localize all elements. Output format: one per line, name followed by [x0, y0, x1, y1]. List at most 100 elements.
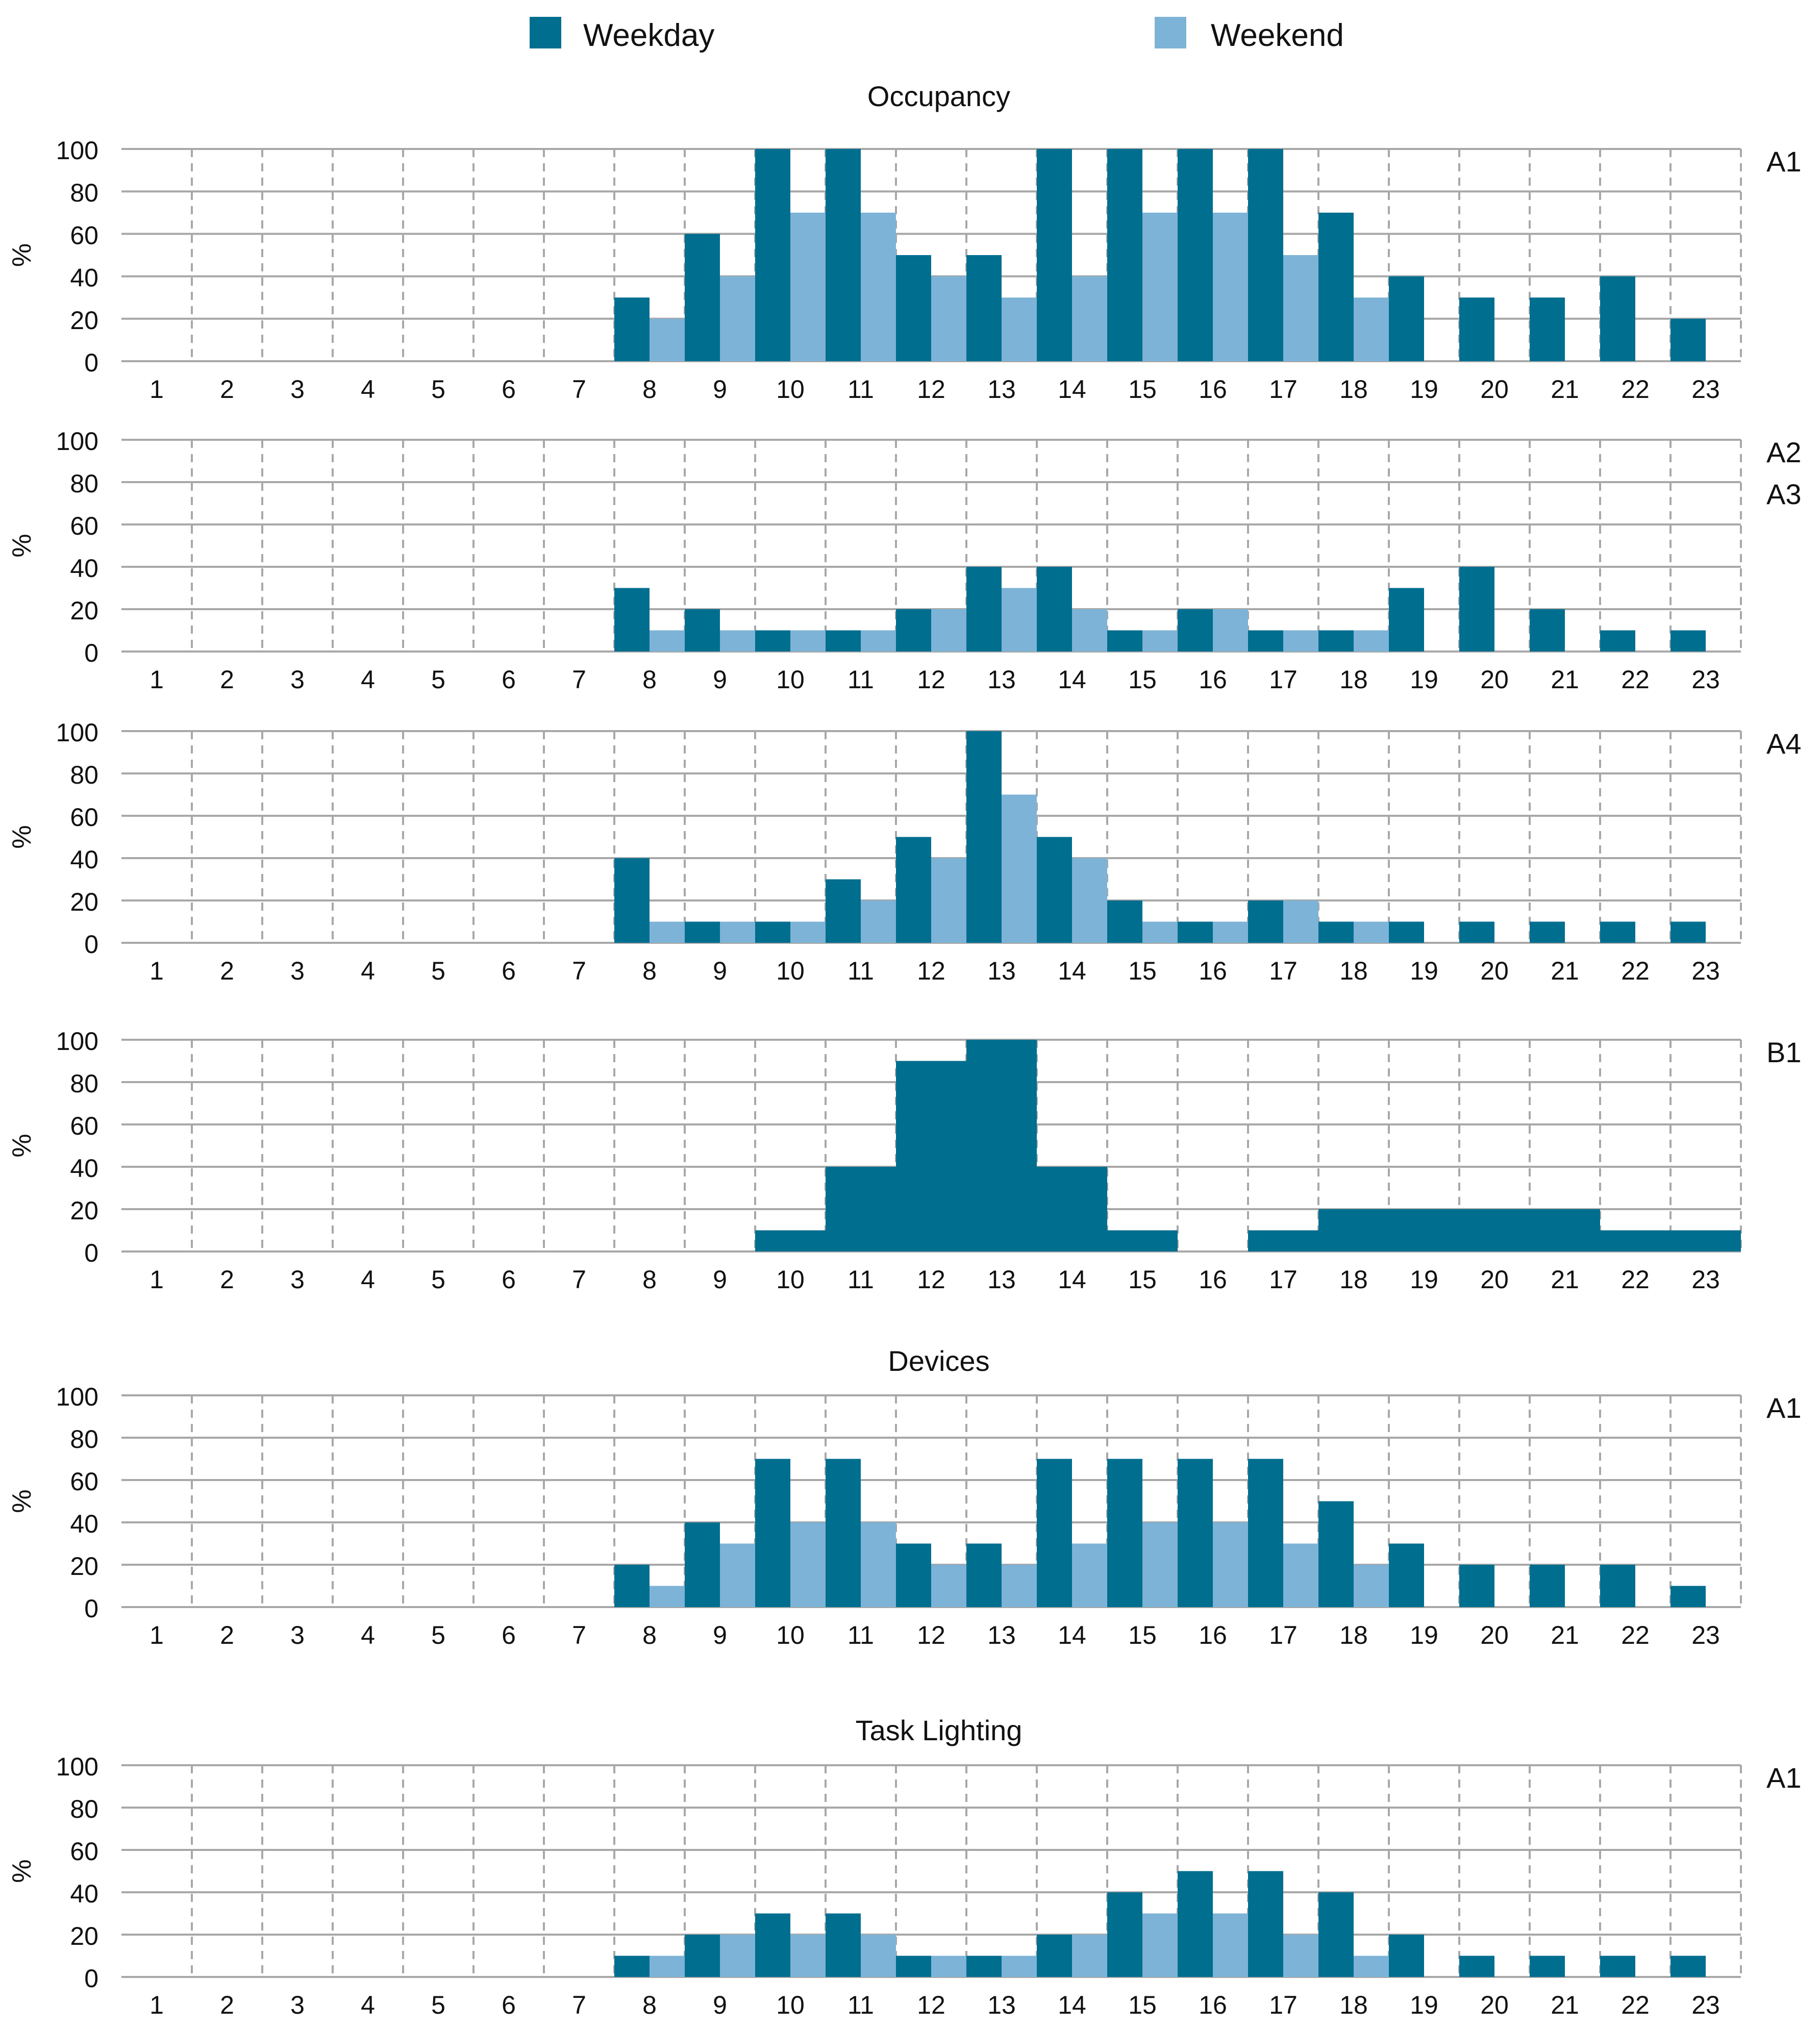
bar-weekend-11: [861, 900, 896, 943]
bar-weekend-15: [1142, 1522, 1178, 1607]
x-tick-label: 11: [847, 1265, 874, 1294]
x-tick-label: 17: [1269, 957, 1298, 985]
x-tick-label: 11: [847, 1621, 874, 1649]
x-tick-label: 13: [987, 957, 1016, 985]
bar-weekend-18: [1354, 921, 1389, 943]
x-tick-label: 4: [361, 1265, 375, 1294]
bar-weekday-10: [755, 1913, 790, 1977]
bar-weekday-16: [1178, 609, 1213, 652]
x-tick-label: 6: [502, 957, 516, 985]
bar-weekend-11: [861, 1935, 896, 1977]
x-tick-label: 6: [502, 1265, 516, 1294]
bar-weekday-9: [685, 1935, 720, 1977]
x-tick-label: 18: [1339, 1991, 1368, 2019]
bar-weekday-10: [755, 630, 790, 652]
x-tick-label: 22: [1621, 957, 1650, 985]
x-tick-label: 21: [1551, 375, 1579, 404]
bar-weekday-21: [1530, 1565, 1565, 1607]
bar-weekday-15: [1107, 900, 1142, 943]
bar-weekday-19: [1389, 1935, 1424, 1977]
x-tick-label: 23: [1691, 957, 1720, 985]
x-tick-label: 3: [290, 1621, 305, 1649]
y-tick-label: 20: [70, 888, 98, 916]
bar-weekday-21: [1530, 1209, 1600, 1251]
panel-label: A4: [1766, 728, 1802, 760]
x-tick-label: 3: [290, 1265, 305, 1294]
bar-weekday-8: [614, 297, 650, 361]
bar-weekend-16: [1213, 609, 1248, 652]
bar-weekend-9: [720, 1935, 755, 1977]
bar-weekend-14: [1072, 858, 1107, 943]
x-tick-label: 17: [1269, 1621, 1298, 1649]
bar-weekday-22: [1600, 630, 1635, 652]
x-tick-label: 10: [776, 375, 805, 404]
bar-weekday-17: [1248, 630, 1283, 652]
bar-weekday-10: [755, 149, 790, 361]
y-tick-label: 40: [70, 845, 98, 874]
bar-weekend-14: [1072, 609, 1107, 652]
bar-weekend-15: [1142, 921, 1178, 943]
bar-weekday-13: [966, 731, 1002, 943]
panel-label: B1: [1766, 1036, 1802, 1068]
x-tick-label: 14: [1058, 1265, 1086, 1294]
bar-weekend-8: [650, 630, 685, 652]
y-axis-label: %: [7, 1489, 37, 1513]
y-tick-label: 60: [70, 221, 98, 249]
y-tick-label: 40: [70, 1154, 98, 1183]
x-tick-label: 13: [987, 1265, 1016, 1294]
x-tick-label: 20: [1480, 1991, 1509, 2019]
bar-weekday-14: [1037, 149, 1072, 361]
x-tick-label: 17: [1269, 1265, 1298, 1294]
x-tick-label: 12: [917, 1991, 945, 2019]
x-tick-label: 10: [776, 957, 805, 985]
y-axis-label: %: [7, 1859, 37, 1883]
bar-weekday-8: [614, 858, 650, 943]
bar-weekday-21: [1530, 1956, 1565, 1977]
x-tick-label: 19: [1410, 665, 1438, 694]
x-tick-label: 1: [149, 1991, 164, 2019]
bar-weekday-17: [1248, 149, 1283, 361]
bar-weekday-12: [896, 837, 931, 943]
panel-label: A1: [1766, 145, 1802, 178]
bar-weekday-12: [896, 1543, 931, 1607]
panel-label: A3: [1766, 478, 1802, 510]
bar-weekend-17: [1283, 1935, 1318, 1977]
x-tick-label: 21: [1551, 1621, 1579, 1649]
legend-weekday-swatch: [530, 17, 561, 48]
x-tick-label: 8: [642, 1621, 657, 1649]
y-tick-label: 80: [70, 469, 98, 498]
x-tick-label: 9: [713, 665, 727, 694]
x-tick-label: 12: [917, 665, 945, 694]
bar-weekday-15: [1107, 149, 1142, 361]
x-tick-label: 14: [1058, 1621, 1086, 1649]
x-tick-label: 16: [1199, 665, 1227, 694]
x-tick-label: 7: [572, 375, 586, 404]
bar-weekend-13: [1002, 1956, 1037, 1977]
x-tick-label: 6: [502, 375, 516, 404]
bar-weekday-9: [685, 1522, 720, 1607]
bar-weekday-17: [1248, 1871, 1283, 1977]
x-tick-label: 2: [220, 1991, 234, 2019]
x-tick-label: 20: [1480, 1621, 1509, 1649]
bar-weekday-20: [1459, 297, 1494, 361]
bar-weekend-10: [790, 921, 826, 943]
x-tick-label: 4: [361, 957, 375, 985]
y-tick-label: 80: [70, 761, 98, 789]
y-tick-label: 100: [56, 427, 98, 456]
x-tick-label: 19: [1410, 1265, 1438, 1294]
y-tick-label: 0: [84, 1239, 98, 1267]
bar-weekend-15: [1142, 630, 1178, 652]
x-tick-label: 5: [431, 1265, 445, 1294]
x-tick-label: 2: [220, 1265, 234, 1294]
bar-weekend-18: [1354, 1956, 1389, 1977]
bar-weekday-8: [614, 1565, 650, 1607]
x-tick-label: 17: [1269, 1991, 1298, 2019]
y-tick-label: 0: [84, 348, 98, 377]
x-tick-label: 1: [149, 1621, 164, 1649]
x-tick-label: 22: [1621, 1265, 1650, 1294]
x-tick-label: 5: [431, 375, 445, 404]
y-tick-label: 20: [70, 1552, 98, 1581]
